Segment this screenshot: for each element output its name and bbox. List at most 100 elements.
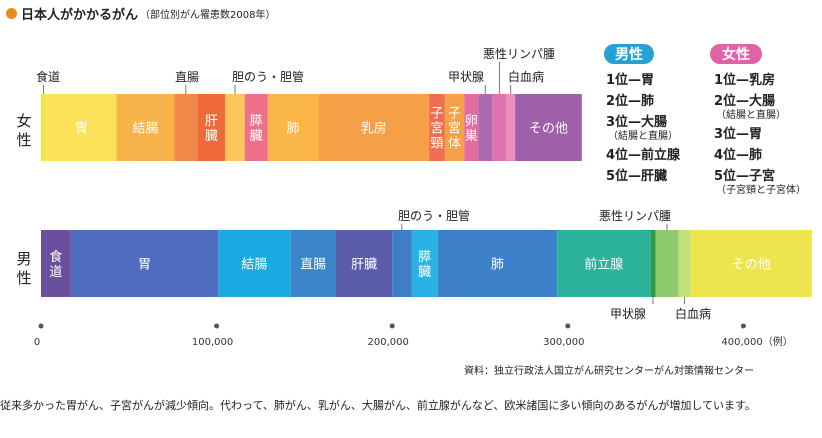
ranking-female-item: 4位—肺 <box>714 148 763 163</box>
segment-label: 子 <box>430 107 443 122</box>
segment-label: 結腸 <box>241 258 267 273</box>
segment-male <box>655 230 679 297</box>
ranking-male-item: 2位—肺 <box>606 94 655 109</box>
title-row: 日本人がかかるがん （部位別がん罹患数2008年） <box>6 4 276 23</box>
ranking-male-item: 1位—胃 <box>606 73 655 88</box>
axis-tick <box>740 323 746 329</box>
chart-title: 日本人がかかるがん <box>21 7 139 23</box>
ranking-female-item: 5位—子宮 <box>714 169 776 184</box>
axis-tick <box>565 323 571 329</box>
segment-male <box>218 230 291 297</box>
axis-tick-label: 100,000 <box>192 337 233 348</box>
axis-tick <box>389 323 395 329</box>
ranking-female-badge: 女性 <box>710 44 762 64</box>
ranking-female-item: 3位—胃 <box>714 127 763 142</box>
callout-label: 悪性リンパ腫 <box>599 209 671 223</box>
segment-female <box>116 94 175 161</box>
segment-label: 胃 <box>75 122 88 137</box>
segment-female <box>464 94 479 161</box>
segment-label: 直腸 <box>300 258 326 273</box>
segment-female <box>492 94 507 161</box>
segment-male <box>411 230 438 297</box>
segment-male <box>437 230 558 297</box>
segment-label: 肝臓 <box>351 258 377 273</box>
segment-label: 膵 <box>418 250 431 265</box>
segment-male <box>557 230 651 297</box>
caption: 従来多かった胃がん、子宮がんが減少傾向。代わって、肺がん、乳がん、大腸がん、前立… <box>0 399 756 412</box>
row-label-male: 男性 <box>16 250 32 287</box>
segment-male <box>392 230 412 297</box>
segment-male <box>650 230 656 297</box>
segment-label: 頸 <box>430 137 443 152</box>
callout-label: 直腸 <box>175 70 199 84</box>
axis-tick-label: 200,000 <box>368 337 409 348</box>
segment-male <box>690 230 812 297</box>
segment-female <box>429 94 445 161</box>
axis-tick-label: 0 <box>34 337 40 348</box>
segment-label: 宮 <box>430 121 443 137</box>
segment-label: 卵 <box>465 114 478 129</box>
segment-female <box>318 94 430 161</box>
axis-tick <box>214 323 220 329</box>
segment-label: 体 <box>448 137 461 152</box>
segment-female <box>197 94 226 161</box>
segment-female <box>478 94 493 161</box>
segment-label: 胃 <box>138 258 151 273</box>
callout-label: 甲状腺 <box>448 70 484 84</box>
ranking-male-badge: 男性 <box>604 44 654 64</box>
segment-label: 臓 <box>205 129 218 144</box>
segment-label: 前立腺 <box>584 257 623 273</box>
segment-label: 肺 <box>286 122 299 137</box>
axis-tick <box>38 323 44 329</box>
callout-label: 白血病 <box>675 306 711 321</box>
segment-label: 結腸 <box>132 122 158 137</box>
ranking-male-list: 1位—胃 2位—肺 3位—大腸 （結腸と直腸） 4位—前立腺 5位—肝臓 <box>606 70 680 187</box>
segment-female <box>506 94 516 161</box>
callout-label: 食道 <box>36 69 60 84</box>
segment-male <box>336 230 393 297</box>
segment-female <box>174 94 198 161</box>
chart-subtitle: （部位別がん罹患数2008年） <box>140 9 276 21</box>
segment-label: 宮 <box>448 121 461 137</box>
callout-label: 胆のう・胆管 <box>398 208 470 223</box>
segment-female <box>267 94 319 161</box>
ranking-female-note: （子宮頸と子宮体） <box>716 185 806 196</box>
ranking-female-list: 1位—乳房 2位—大腸 （結腸と直腸） 3位—胃 4位—肺 5位—子宮 （子宮頸と子宮体） <box>714 70 806 199</box>
segment-label: 道 <box>49 265 62 280</box>
segment-female <box>41 94 47 161</box>
callout-label: 悪性リンパ腫 <box>483 47 555 61</box>
segment-female <box>444 94 465 161</box>
segment-label: 肺 <box>491 258 504 273</box>
ranking-male-item: 5位—肝臓 <box>606 169 668 184</box>
segment-male <box>290 230 337 297</box>
segment-label: 乳房 <box>361 121 387 137</box>
segment-male <box>70 230 219 297</box>
ranking-male-item: 3位—大腸 <box>606 115 668 130</box>
segment-label: 子 <box>448 107 461 122</box>
source-note: 資料：独立行政法人国立がん研究センターがん対策情報センター <box>464 366 754 377</box>
row-label-female: 女性 <box>16 112 32 149</box>
segment-label: 臓 <box>418 265 431 280</box>
segment-male <box>678 230 691 297</box>
segment-female <box>225 94 245 161</box>
segment-female <box>46 94 117 161</box>
callout-label: 甲状腺 <box>610 307 646 321</box>
callout-label: 白血病 <box>508 69 544 84</box>
segment-female <box>244 94 268 161</box>
ranking-female-note: （結腸と直腸） <box>716 110 786 121</box>
ranking-female-item: 2位—大腸 <box>714 94 776 109</box>
segment-label: 食 <box>49 249 62 265</box>
ranking-female-item: 1位—乳房 <box>714 73 776 88</box>
callout-label: 胆のう・胆管 <box>232 69 304 84</box>
ranking-male-item: 4位—前立腺 <box>606 148 681 163</box>
segment-label: 巣 <box>465 129 478 144</box>
ranking-male-note: （結腸と直腸） <box>608 131 678 142</box>
axis-tick-label: 400,000（例） <box>721 335 792 348</box>
segment-label: 膵 <box>250 114 263 129</box>
axis-tick-label: 300,000 <box>543 337 584 348</box>
segment-label: その他 <box>732 258 771 273</box>
stacked-bar-chart: 食道胃 結腸直腸肝臓胆のう・胆管膵臓肺乳房子宮頸子宮体卵巣甲状腺悪性リンパ腫白血病… <box>34 47 812 348</box>
segment-label: 臓 <box>250 129 263 144</box>
segment-male <box>41 230 71 297</box>
title-bullet-icon <box>6 7 17 19</box>
